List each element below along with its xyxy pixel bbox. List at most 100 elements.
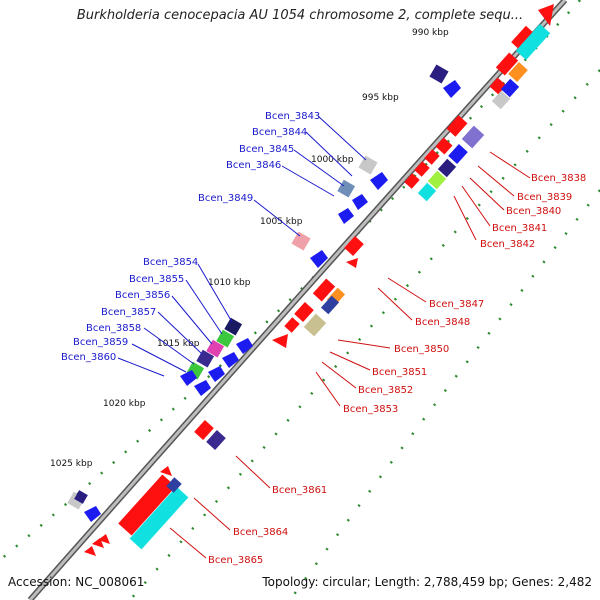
leader-line <box>131 343 187 373</box>
gene-label[interactable]: Bcen_3847 <box>429 299 484 310</box>
gene-label[interactable]: Bcen_3840 <box>506 206 561 217</box>
feature-arrow[interactable] <box>272 334 288 348</box>
leader-line <box>337 339 391 349</box>
feature-arrow[interactable] <box>352 194 368 210</box>
kbp-label: 1010 kbp <box>208 278 251 288</box>
gene-label[interactable]: Bcen_3853 <box>343 404 398 415</box>
feature-box[interactable] <box>196 349 215 368</box>
feature-box[interactable] <box>294 302 314 322</box>
gene-label[interactable]: Bcen_3865 <box>208 555 263 566</box>
leader-line <box>117 357 165 377</box>
feature-box[interactable] <box>216 329 235 348</box>
feature-box[interactable] <box>344 236 364 256</box>
feature-box[interactable] <box>435 137 453 155</box>
inner-tick-ring <box>129 69 600 600</box>
feature-box[interactable] <box>437 158 457 178</box>
feature-arrow[interactable] <box>346 258 358 268</box>
gene-label[interactable]: Bcen_3842 <box>480 239 535 250</box>
gene-label[interactable]: Bcen_3857 <box>101 307 156 318</box>
leader-line <box>281 165 335 197</box>
feature-box[interactable] <box>424 149 440 165</box>
gene-label[interactable]: Bcen_3844 <box>252 127 307 138</box>
feature-box[interactable] <box>224 317 243 336</box>
leader-line <box>317 115 367 161</box>
feature-arrow[interactable] <box>338 208 354 224</box>
gene-label[interactable]: Bcen_3864 <box>233 527 288 538</box>
feature-box[interactable] <box>461 125 485 149</box>
feature-box[interactable] <box>194 420 214 440</box>
feature-box[interactable] <box>284 317 300 333</box>
gene-label[interactable]: Bcen_3841 <box>492 223 547 234</box>
gene-label[interactable]: Bcen_3852 <box>358 385 413 396</box>
gene-label[interactable]: Bcen_3846 <box>226 160 281 171</box>
reverse-features <box>84 4 554 556</box>
topology-text: Topology: circular; Length: 2,788,459 bp… <box>262 575 592 589</box>
feature-box[interactable] <box>206 430 226 450</box>
feature-arrow[interactable] <box>443 80 461 98</box>
feature-arrow[interactable] <box>194 380 211 396</box>
gene-label[interactable]: Bcen_3848 <box>415 317 470 328</box>
feature-arrow[interactable] <box>180 370 197 386</box>
feature-box[interactable] <box>448 144 468 164</box>
gene-label[interactable]: Bcen_3859 <box>73 337 128 348</box>
gene-label[interactable]: Bcen_3851 <box>372 367 427 378</box>
feature-box[interactable] <box>74 490 88 504</box>
feature-arrow[interactable] <box>236 338 253 354</box>
feature-box[interactable] <box>511 25 535 51</box>
gene-label[interactable]: Bcen_3838 <box>531 173 586 184</box>
feature-arrow[interactable] <box>84 506 101 522</box>
feature-box[interactable] <box>320 295 340 315</box>
leader-line <box>169 527 207 559</box>
leader-line <box>469 177 505 211</box>
leader-line <box>477 165 515 197</box>
feature-box[interactable] <box>429 64 449 84</box>
feature-box[interactable] <box>206 339 225 358</box>
gene-label[interactable]: Bcen_3860 <box>61 352 116 363</box>
leader-line <box>315 371 341 407</box>
feature-box[interactable] <box>427 170 447 190</box>
feature-box[interactable] <box>337 179 356 198</box>
feature-box[interactable] <box>414 161 430 177</box>
feature-arrow[interactable] <box>84 546 96 556</box>
feature-box[interactable] <box>500 78 520 98</box>
gene-label[interactable]: Bcen_3861 <box>272 485 327 496</box>
feature-box[interactable] <box>118 474 176 536</box>
feature-box[interactable] <box>166 477 182 493</box>
gene-label[interactable]: Bcen_3845 <box>239 144 294 155</box>
feature-box[interactable] <box>508 62 528 82</box>
feature-box[interactable] <box>417 182 437 202</box>
feature-box[interactable] <box>491 90 511 110</box>
gene-label[interactable]: Bcen_3855 <box>129 274 184 285</box>
feature-arrow[interactable] <box>538 4 554 26</box>
leader-line <box>171 295 213 345</box>
feature-box[interactable] <box>358 155 378 175</box>
kbp-label: 995 kbp <box>362 93 399 103</box>
feature-box[interactable] <box>495 52 519 76</box>
gene-label[interactable]: Bcen_3843 <box>265 111 320 122</box>
gene-label[interactable]: Bcen_3839 <box>517 192 572 203</box>
feature-box[interactable] <box>404 173 420 189</box>
feature-arrow[interactable] <box>160 466 172 476</box>
feature-box[interactable] <box>312 278 336 302</box>
feature-arrow[interactable] <box>310 250 328 268</box>
forward-gene-labels: Bcen_3843 Bcen_3844 Bcen_3845 Bcen_3846 … <box>61 111 367 377</box>
feature-box[interactable] <box>303 313 327 337</box>
feature-arrow[interactable] <box>208 366 225 382</box>
gene-label[interactable]: Bcen_3850 <box>394 344 449 355</box>
gene-label[interactable]: Bcen_3856 <box>115 290 170 301</box>
feature-box[interactable] <box>446 115 468 137</box>
feature-arrow[interactable] <box>222 352 239 368</box>
feature-box[interactable] <box>129 486 189 550</box>
feature-box[interactable] <box>291 231 311 251</box>
gene-label[interactable]: Bcen_3849 <box>198 193 253 204</box>
reverse-gene-labels: Bcen_3838 Bcen_3839 Bcen_3840 Bcen_3841 … <box>169 151 586 566</box>
leader-line <box>305 131 353 177</box>
feature-arrow[interactable] <box>98 534 110 544</box>
leader-line <box>143 327 195 365</box>
gene-label[interactable]: Bcen_3854 <box>143 257 198 268</box>
feature-arrow[interactable] <box>370 172 388 190</box>
gene-label[interactable]: Bcen_3858 <box>86 323 141 334</box>
feature-box[interactable] <box>515 23 551 61</box>
